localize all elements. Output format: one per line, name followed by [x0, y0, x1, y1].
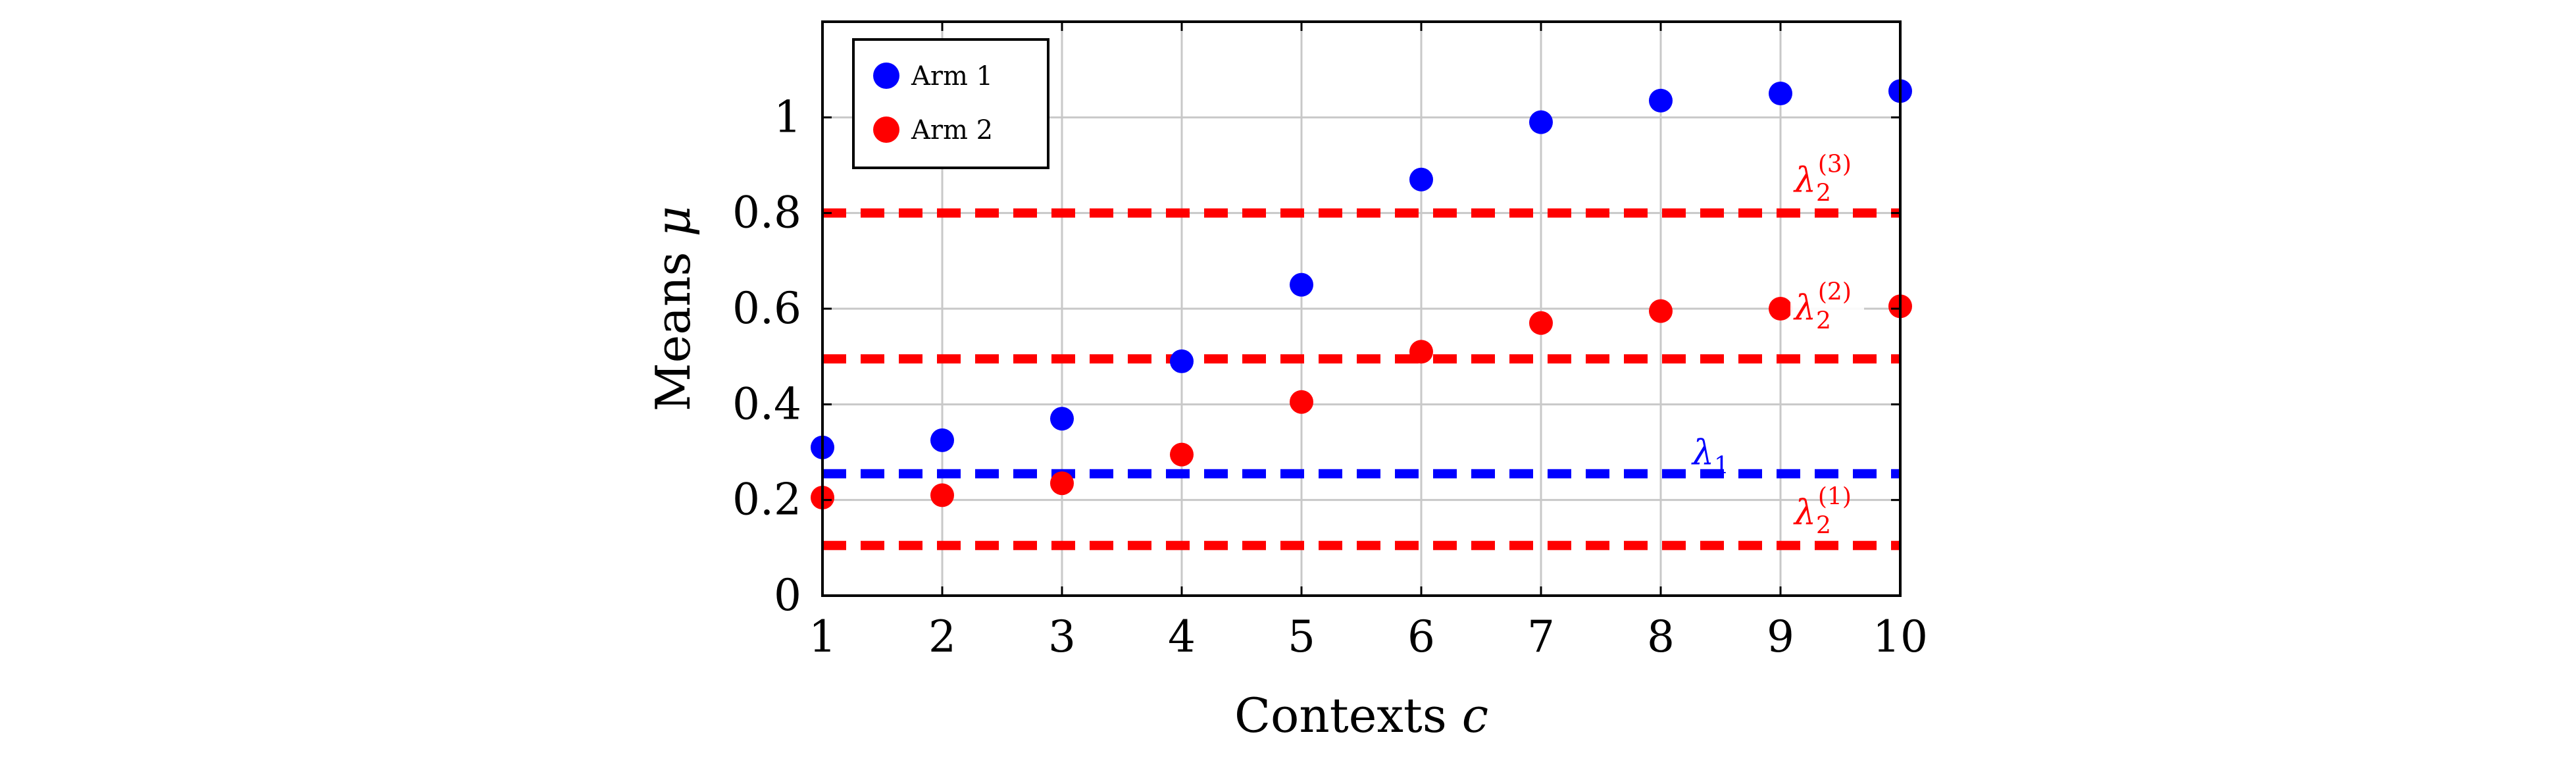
- threshold-label-base: λ: [1793, 161, 1816, 201]
- y-axis-label: Means μ: [645, 206, 701, 411]
- data-point-arm-1: [1170, 349, 1194, 373]
- data-point-arm-1: [930, 428, 954, 452]
- x-tick-label: 8: [1647, 611, 1675, 662]
- y-tick-label: 0.6: [732, 283, 801, 334]
- y-tick-label: 0: [774, 570, 801, 621]
- x-tick-label: 10: [1873, 611, 1928, 662]
- threshold-label-subscript: 2: [1816, 307, 1831, 334]
- x-axis-label-variable: c: [1462, 688, 1488, 743]
- x-axis-label: Contexts c: [1234, 688, 1488, 743]
- data-point-arm-2: [1769, 297, 1792, 321]
- y-tick-label: 1: [774, 91, 801, 142]
- data-points: [811, 79, 1912, 510]
- threshold-label-background: [1790, 282, 1864, 333]
- threshold-label: λ2(3): [1793, 151, 1852, 207]
- y-tick-label: 0.2: [732, 475, 801, 525]
- legend-box: [852, 38, 1049, 169]
- x-tick-label: 1: [809, 611, 836, 662]
- legend-label-arm-2: Arm 2: [911, 115, 993, 145]
- data-point-arm-2: [930, 483, 954, 507]
- legend: Arm 1 Arm 2: [852, 38, 1049, 169]
- x-tick-label: 9: [1767, 611, 1794, 662]
- threshold-label-base: λ: [1691, 434, 1714, 473]
- data-point-arm-2: [1409, 340, 1433, 364]
- threshold-lines: [822, 208, 1900, 550]
- data-point-arm-2: [1050, 471, 1074, 496]
- x-tick-label: 5: [1288, 611, 1315, 662]
- data-point-arm-2: [1170, 442, 1194, 467]
- x-axis-label-text: Contexts: [1234, 688, 1447, 743]
- x-tick-label: 7: [1527, 611, 1555, 662]
- threshold-label-base: λ: [1793, 288, 1816, 328]
- y-axis-label-text: Means: [645, 252, 701, 412]
- threshold-label-superscript: (3): [1818, 151, 1852, 178]
- threshold-label: λ1: [1691, 434, 1729, 480]
- threshold-label-base: λ: [1793, 494, 1816, 533]
- axis-ticks: 1 2 3 4 5 6 7 8 9 10 0 0.2 0.4 0.6 0.8 1: [732, 22, 1928, 662]
- data-point-arm-1: [1050, 407, 1074, 431]
- data-point-arm-2: [1529, 311, 1553, 335]
- data-point-arm-2: [1290, 390, 1313, 414]
- data-point-arm-2: [1649, 299, 1673, 323]
- legend-marker-arm-1: [873, 63, 899, 89]
- threshold-label-superscript: (1): [1818, 484, 1852, 511]
- data-point-arm-1: [1529, 110, 1553, 134]
- y-tick-label: 0.8: [732, 188, 801, 238]
- x-tick-label: 6: [1407, 611, 1435, 662]
- threshold-label-subscript: 2: [1816, 513, 1831, 540]
- y-tick-label: 0.4: [732, 378, 801, 429]
- data-point-arm-1: [1290, 272, 1313, 297]
- threshold-label: λ2(1): [1793, 484, 1852, 540]
- x-tick-label: 3: [1048, 611, 1076, 662]
- x-tick-label: 2: [928, 611, 956, 662]
- threshold-label-subscript: 2: [1816, 180, 1831, 207]
- data-point-arm-1: [1769, 82, 1792, 105]
- legend-label-arm-1: Arm 1: [911, 61, 993, 91]
- x-tick-label: 4: [1168, 611, 1196, 662]
- threshold-label-subscript: 1: [1714, 453, 1729, 480]
- threshold-label-superscript: (2): [1818, 278, 1852, 305]
- data-point-arm-1: [1409, 167, 1433, 192]
- y-axis-label-variable: μ: [645, 206, 701, 237]
- legend-marker-arm-2: [873, 116, 899, 143]
- threshold-label: λ2(2): [1793, 278, 1852, 334]
- data-point-arm-1: [1649, 88, 1673, 113]
